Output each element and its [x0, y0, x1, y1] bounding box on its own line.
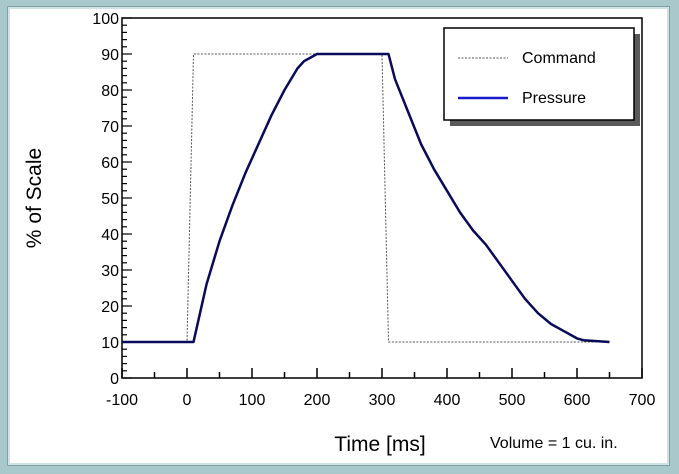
x-tick-label: 200: [304, 392, 331, 409]
series-line-pressure: [122, 52, 610, 344]
legend-box: [443, 27, 635, 121]
y-tick-label: 70: [101, 119, 119, 136]
y-tick-label: 90: [101, 47, 119, 64]
y-tick-label: 40: [101, 227, 119, 244]
x-tick-label: 700: [629, 392, 656, 409]
x-tick-label: 400: [434, 392, 461, 409]
y-axis-title: % of Scale: [23, 148, 46, 248]
axis-tick-labels: -100 0 100 200 300 400 500 600 700 0 10 20 30 40 50 60 7…: [92, 11, 655, 409]
x-tick-label: 300: [369, 392, 396, 409]
x-tick-label: 600: [564, 392, 591, 409]
legend-label-pressure: Pressure: [522, 90, 586, 107]
y-tick-label: 80: [101, 83, 119, 100]
y-tick-label: 50: [101, 191, 119, 208]
x-tick-label: -100: [106, 392, 138, 409]
x-tick-label: 100: [239, 392, 266, 409]
x-tick-label: 0: [183, 392, 192, 409]
series-lines: [122, 52, 610, 344]
y-tick-label: 60: [101, 155, 119, 172]
y-tick-label: 100: [92, 11, 119, 28]
y-tick-label: 10: [101, 335, 119, 352]
x-tick-label: 500: [499, 392, 526, 409]
y-tick-label: 30: [101, 263, 119, 280]
y-tick-label: 20: [101, 299, 119, 316]
volume-annotation: Volume = 1 cu. in.: [490, 435, 618, 452]
legend-label-command: Command: [522, 50, 596, 67]
x-axis-title: Time [ms]: [334, 433, 425, 456]
y-tick-label: 0: [110, 371, 119, 388]
axis-ticks: [121, 17, 643, 379]
legend: Command Pressure: [443, 27, 640, 126]
